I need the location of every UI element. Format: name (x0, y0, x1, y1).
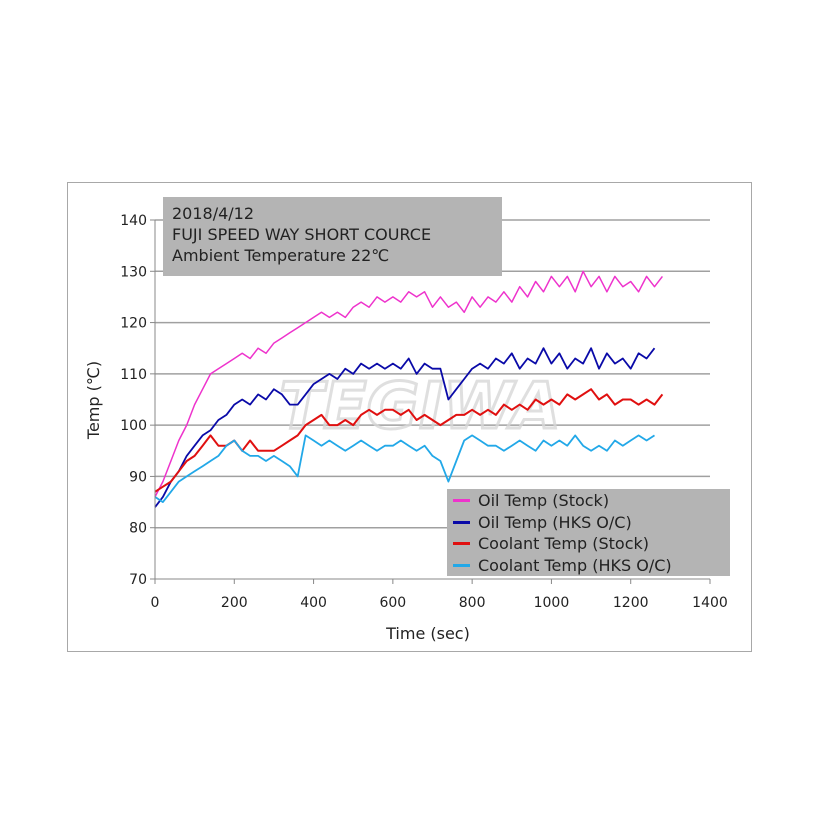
y-tick-label: 70 (129, 572, 147, 588)
chart-frame (67, 182, 752, 652)
legend-label: Oil Temp (Stock) (478, 491, 610, 510)
legend-swatch (453, 563, 470, 567)
y-tick-label: 90 (129, 469, 147, 485)
watermark: TEGIWA (279, 370, 561, 444)
series-line-3 (154, 434, 655, 503)
y-tick-label: 110 (120, 367, 147, 383)
x-tick-label: 200 (221, 595, 248, 611)
x-tick-label: 1000 (534, 595, 570, 611)
legend: Oil Temp (Stock) Oil Temp (HKS O/C) Coolan… (447, 489, 730, 576)
x-tick-label: 400 (300, 595, 327, 611)
legend-label: Coolant Temp (HKS O/C) (478, 555, 672, 575)
x-tick-label: 1400 (692, 595, 728, 611)
legend-label: Coolant Temp (Stock) (478, 534, 649, 553)
y-tick-label: 80 (129, 521, 147, 537)
annotation-box: 2018/4/12 FUJI SPEED WAY SHORT COURCE Am… (163, 197, 502, 276)
legend-item: Coolant Temp (Stock) (453, 533, 724, 555)
y-tick-label: 100 (120, 418, 147, 434)
legend-item: Oil Temp (HKS O/C) (453, 512, 724, 534)
x-tick-label: 0 (151, 595, 160, 611)
x-tick-label: 600 (379, 595, 406, 611)
legend-item: Coolant Temp (HKS O/C) (453, 555, 724, 577)
annotation-track: FUJI SPEED WAY SHORT COURCE (172, 225, 432, 244)
legend-swatch (453, 499, 470, 503)
y-tick-label: 130 (120, 264, 147, 280)
x-tick-label: 800 (459, 595, 486, 611)
legend-swatch (453, 542, 470, 546)
legend-label: Oil Temp (HKS O/C) (478, 512, 632, 532)
series-line-1 (154, 347, 656, 508)
legend-item: Oil Temp (Stock) (453, 490, 724, 512)
annotation-date: 2018/4/12 (172, 204, 255, 223)
y-axis-label: Temp (℃) (84, 361, 103, 440)
legend-swatch (453, 520, 470, 524)
x-tick-label: 1200 (613, 595, 649, 611)
y-tick-label: 120 (120, 316, 147, 332)
y-tick-label: 140 (120, 213, 147, 229)
series-line-0 (154, 270, 663, 498)
x-axis-label: Time (sec) (385, 624, 470, 643)
annotation-ambient: Ambient Temperature 22℃ (172, 246, 390, 265)
